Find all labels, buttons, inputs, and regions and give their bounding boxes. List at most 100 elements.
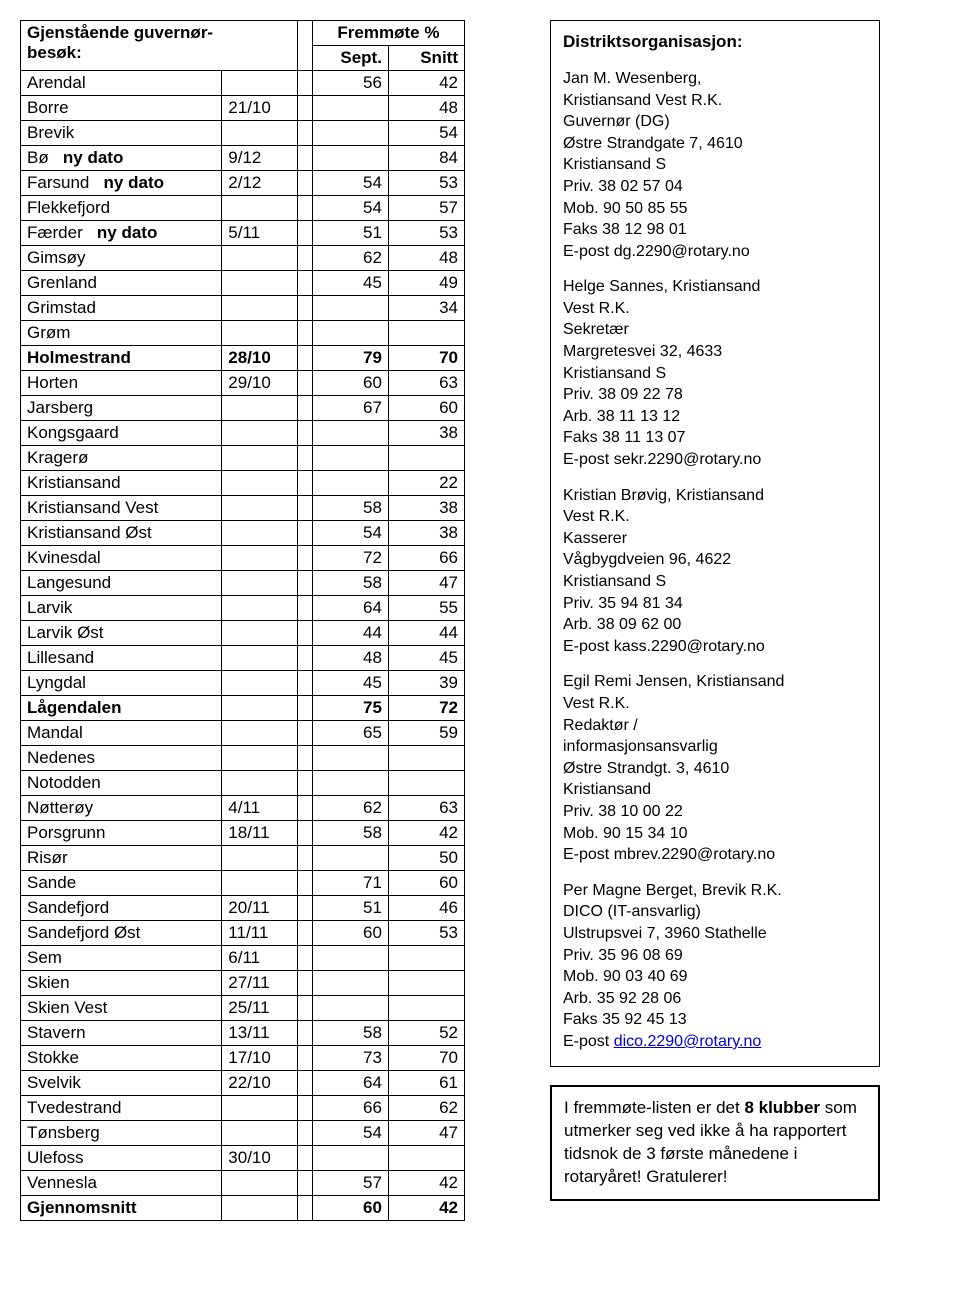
cell-sept: [312, 996, 388, 1021]
cell-sept: [312, 421, 388, 446]
cell-date: [222, 296, 298, 321]
table-row: Lågendalen7572: [21, 696, 465, 721]
visits-table: Gjenstående guvernør- besøk: Fremmøte % …: [20, 20, 465, 1221]
cell-spacer: [298, 921, 313, 946]
cell-sept: 60: [312, 371, 388, 396]
cell-spacer: [298, 321, 313, 346]
org-line: Kristian Brøvig, Kristiansand: [563, 485, 867, 507]
cell-snitt: 60: [388, 871, 464, 896]
cell-spacer: [298, 796, 313, 821]
cell-spacer: [298, 1096, 313, 1121]
cell-sept: 58: [312, 571, 388, 596]
org-line: E-post mbrev.2290@rotary.no: [563, 844, 867, 866]
header-fremmote: Fremmøte %: [312, 21, 464, 46]
table-row: Lyngdal4539: [21, 671, 465, 696]
org-line: DICO (IT-ansvarlig): [563, 901, 867, 923]
cell-spacer: [298, 596, 313, 621]
table-row: Borre21/1048: [21, 96, 465, 121]
org-line: Mob. 90 15 34 10: [563, 823, 867, 845]
cell-date: 2/12: [222, 171, 298, 196]
cell-date: 30/10: [222, 1146, 298, 1171]
cell-date: [222, 596, 298, 621]
table-row: Sande7160: [21, 871, 465, 896]
cell-name: Gjennomsnitt: [21, 1196, 222, 1221]
cell-sept: [312, 946, 388, 971]
table-row: Sem6/11: [21, 946, 465, 971]
cell-sept: 54: [312, 196, 388, 221]
org-line: Vest R.K.: [563, 298, 867, 320]
cell-snitt: [388, 996, 464, 1021]
cell-date: [222, 246, 298, 271]
cell-spacer: [298, 71, 313, 96]
cell-spacer: [298, 221, 313, 246]
cell-snitt: 60: [388, 396, 464, 421]
table-row: Gimsøy6248: [21, 246, 465, 271]
org-line: Margretesvei 32, 4633: [563, 341, 867, 363]
org-line: Kristiansand S: [563, 154, 867, 176]
table-row: Sandefjord Øst11/116053: [21, 921, 465, 946]
cell-name: Farsund ny dato: [21, 171, 222, 196]
cell-sept: 58: [312, 821, 388, 846]
cell-snitt: 57: [388, 196, 464, 221]
org-person: Kristian Brøvig, KristiansandVest R.K.Ka…: [563, 485, 867, 658]
table-row: Kongsgaard38: [21, 421, 465, 446]
cell-spacer: [298, 371, 313, 396]
table-row: Jarsberg6760: [21, 396, 465, 421]
cell-name: Kristiansand Øst: [21, 521, 222, 546]
cell-spacer: [298, 1071, 313, 1096]
cell-spacer: [298, 671, 313, 696]
cell-snitt: [388, 746, 464, 771]
table-row: Larvik6455: [21, 596, 465, 621]
cell-spacer: [298, 896, 313, 921]
cell-date: [222, 696, 298, 721]
org-line: E-post kass.2290@rotary.no: [563, 636, 867, 658]
table-row: Mandal6559: [21, 721, 465, 746]
cell-spacer: [298, 96, 313, 121]
org-line: Kasserer: [563, 528, 867, 550]
cell-spacer: [298, 296, 313, 321]
cell-name: Kristiansand: [21, 471, 222, 496]
org-line: Jan M. Wesenberg,: [563, 68, 867, 90]
cell-date: 20/11: [222, 896, 298, 921]
cell-name: Bø ny dato: [21, 146, 222, 171]
table-row: Vennesla5742: [21, 1171, 465, 1196]
cell-sept: [312, 971, 388, 996]
table-row: Nedenes: [21, 746, 465, 771]
cell-spacer: [298, 446, 313, 471]
cell-sept: 64: [312, 596, 388, 621]
cell-sept: [312, 446, 388, 471]
cell-snitt: 47: [388, 1121, 464, 1146]
cell-sept: [312, 146, 388, 171]
table-row: Skien Vest25/11: [21, 996, 465, 1021]
cell-date: 22/10: [222, 1071, 298, 1096]
cell-spacer: [298, 1196, 313, 1221]
cell-snitt: 39: [388, 671, 464, 696]
cell-date: [222, 71, 298, 96]
org-line: Vågbygdveien 96, 4622: [563, 549, 867, 571]
table-row: Farsund ny dato2/125453: [21, 171, 465, 196]
table-row: Langesund5847: [21, 571, 465, 596]
cell-name: Færder ny dato: [21, 221, 222, 246]
cell-spacer: [298, 121, 313, 146]
cell-sept: [312, 471, 388, 496]
cell-spacer: [298, 171, 313, 196]
cell-date: 18/11: [222, 821, 298, 846]
cell-sept: [312, 296, 388, 321]
cell-date: [222, 121, 298, 146]
cell-spacer: [298, 746, 313, 771]
cell-sept: 60: [312, 1196, 388, 1221]
table-row: Færder ny dato5/115153: [21, 221, 465, 246]
cell-name: Flekkefjord: [21, 196, 222, 221]
cell-date: [222, 446, 298, 471]
cell-spacer: [298, 571, 313, 596]
cell-date: 13/11: [222, 1021, 298, 1046]
cell-name: Horten: [21, 371, 222, 396]
table-row: Kristiansand Vest5838: [21, 496, 465, 521]
note-text-1: I fremmøte-listen er det: [564, 1098, 744, 1117]
org-line: Østre Strandgt. 3, 4610: [563, 758, 867, 780]
org-line: E-post dico.2290@rotary.no: [563, 1031, 867, 1053]
table-row: Risør50: [21, 846, 465, 871]
cell-sept: [312, 96, 388, 121]
org-email-link[interactable]: dico.2290@rotary.no: [614, 1033, 762, 1050]
cell-date: [222, 421, 298, 446]
